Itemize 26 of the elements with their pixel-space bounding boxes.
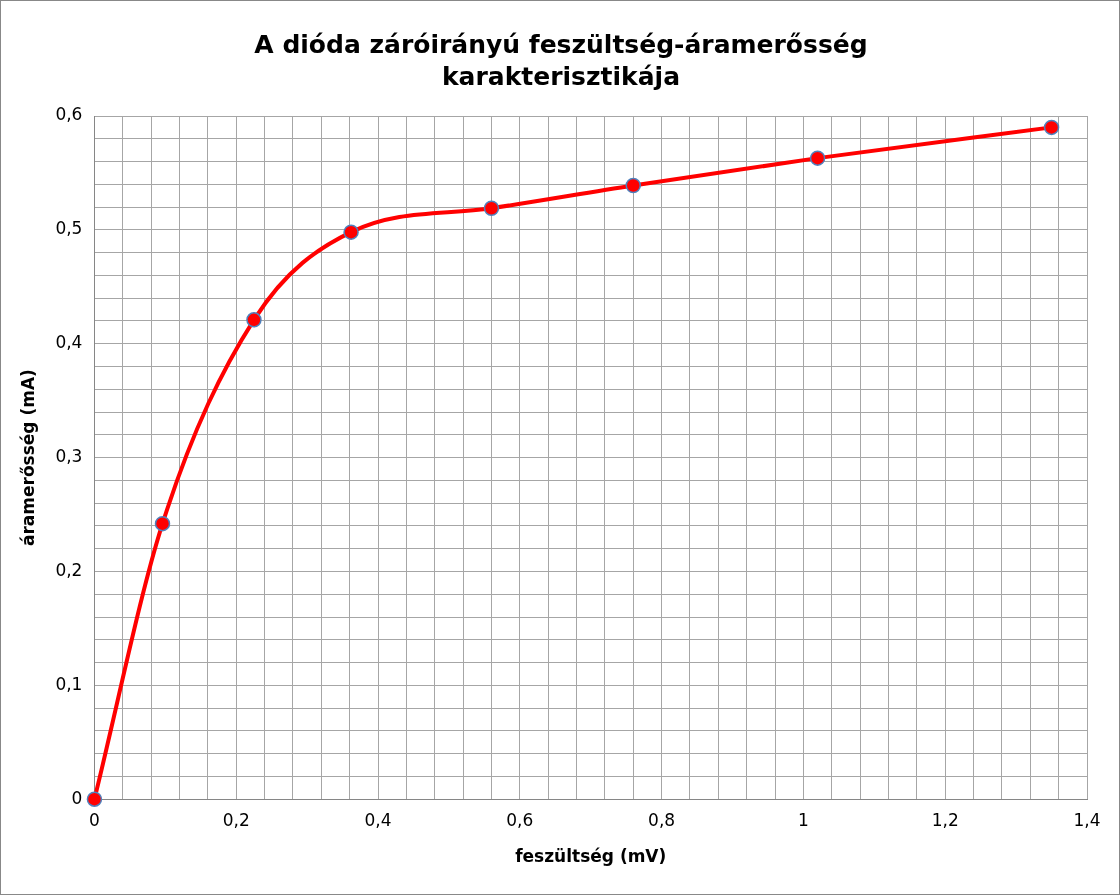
y-tick-label: 0,6 (55, 104, 83, 125)
x-tick-label: 0,8 (648, 809, 676, 830)
point (1043, 119, 1060, 136)
x-axis-title: feszültség (mV) (515, 846, 667, 867)
y-axis-title: áramerősség (mA) (17, 369, 38, 547)
chart-title: A dióda záróirányú feszültség-áramerősség karakterisztikája (253, 29, 869, 93)
point (625, 177, 642, 194)
point (343, 224, 359, 240)
y-tick-label: 0,5 (55, 218, 83, 239)
x-tick-label: 1,4 (1073, 809, 1101, 830)
x-tick-label: 1,2 (931, 809, 959, 830)
point (809, 150, 826, 166)
x-tick-label: 0,2 (222, 809, 250, 830)
x-tick-label: 0,4 (364, 809, 392, 830)
y-tick-label: 0,4 (55, 332, 83, 353)
x-tick-label: 1 (798, 809, 809, 830)
y-tick-label: 0 (71, 787, 83, 808)
point (483, 200, 500, 216)
x-tick-label: 0,6 (506, 809, 534, 830)
x-tick-label: 0 (89, 809, 100, 830)
y-tick-label: 0,1 (55, 673, 83, 694)
point (154, 515, 171, 532)
point (86, 791, 103, 807)
point (246, 312, 262, 328)
y-tick-label: 0,3 (55, 446, 83, 467)
y-tick-label: 0,2 (55, 559, 83, 580)
